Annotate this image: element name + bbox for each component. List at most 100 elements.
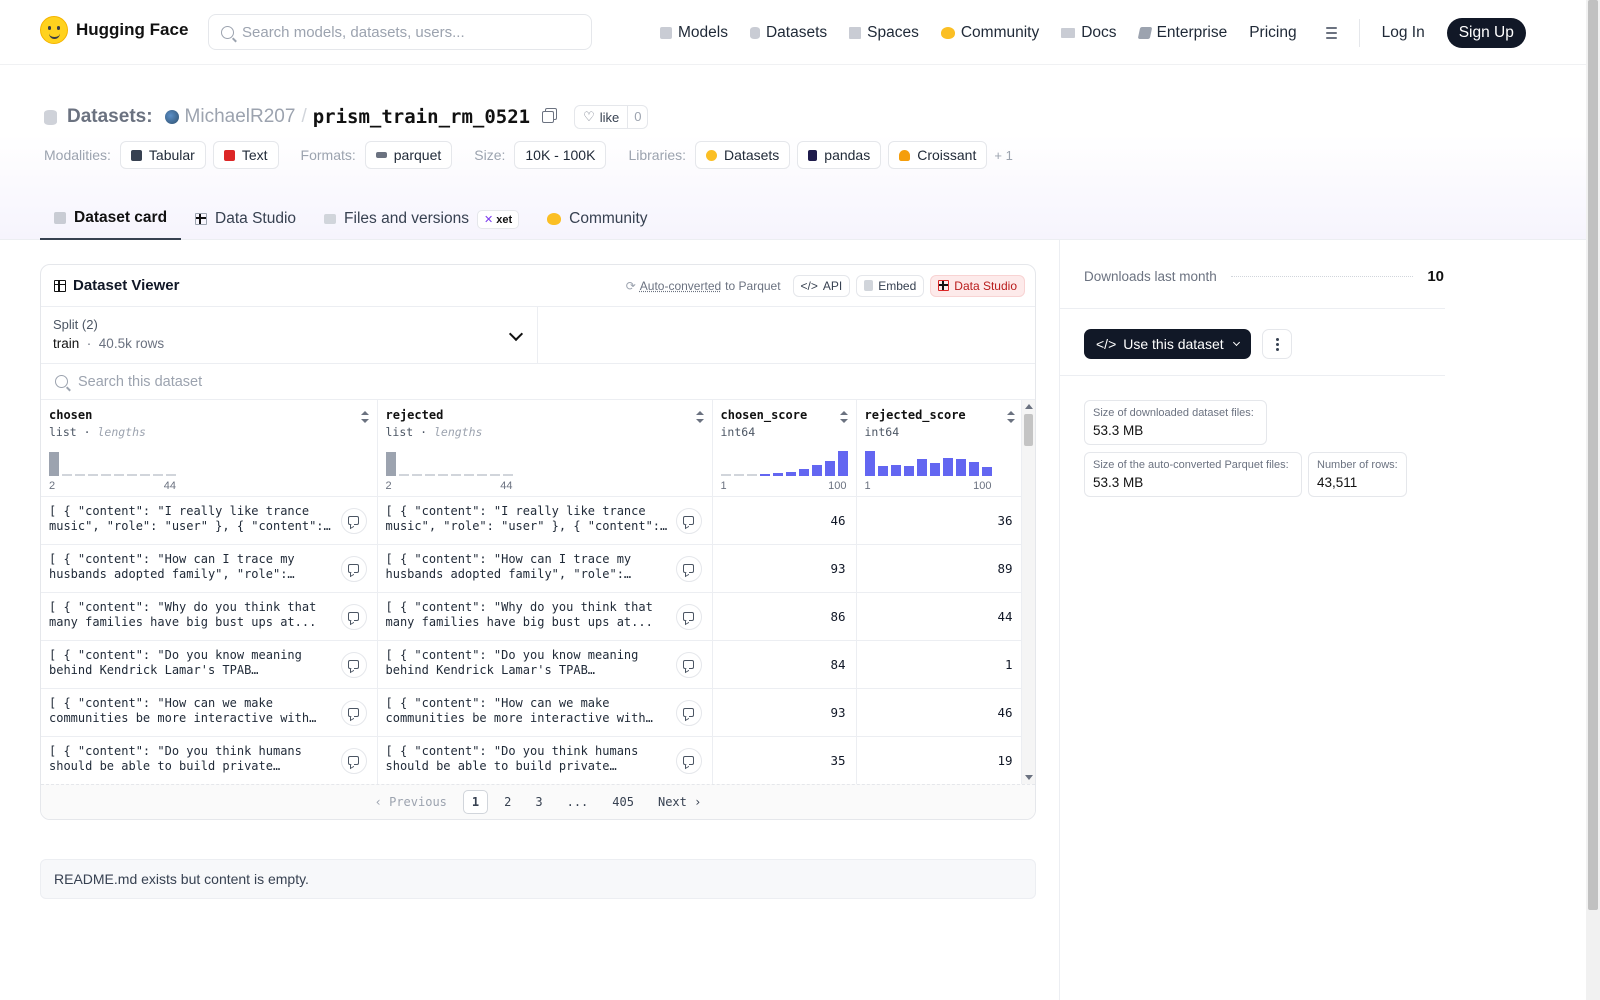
nav-docs[interactable]: Docs	[1061, 24, 1117, 42]
histogram-bar[interactable]	[62, 474, 72, 476]
cell-rejected-score[interactable]: 19	[856, 736, 1024, 784]
histogram-bar[interactable]	[746, 474, 757, 476]
cell-rejected[interactable]: [ { "content": "How can we make communit…	[377, 688, 713, 737]
chat-bubble-icon[interactable]	[340, 747, 367, 774]
histogram-bar[interactable]	[450, 474, 461, 476]
scroll-up-icon[interactable]	[1025, 404, 1033, 409]
page-1[interactable]: 1	[462, 790, 489, 814]
cell-rejected-score[interactable]: 1	[856, 640, 1024, 689]
tab-community[interactable]: Community	[533, 198, 661, 240]
table-scrollbar[interactable]	[1021, 400, 1035, 784]
cell-chosen-score[interactable]: 93	[712, 688, 857, 737]
cell-chosen[interactable]: [ { "content": "Why do you think that ma…	[41, 592, 378, 641]
chat-bubble-icon[interactable]	[675, 651, 702, 678]
data-studio-button[interactable]: Data Studio	[930, 274, 1025, 297]
histogram-bar[interactable]	[127, 474, 137, 476]
cell-rejected-score[interactable]: 36	[856, 496, 1024, 545]
histogram-bar[interactable]	[463, 474, 474, 476]
cell-chosen-score[interactable]: 46	[712, 496, 857, 545]
page-scrollbar[interactable]	[1586, 0, 1600, 1000]
cell-chosen-score[interactable]: 84	[712, 640, 857, 689]
table-row[interactable]: [ { "content": "Do you think humans shou…	[41, 736, 1024, 784]
use-dataset-button[interactable]: </> Use this dataset	[1084, 329, 1251, 359]
chat-bubble-icon[interactable]	[675, 555, 702, 582]
page-2[interactable]: 2	[504, 795, 512, 809]
prev-page-button[interactable]: ‹ Previous	[374, 795, 447, 809]
page-scroll-thumb[interactable]	[1588, 0, 1598, 910]
nav-datasets[interactable]: Datasets	[749, 24, 827, 42]
table-row[interactable]: [ { "content": "Why do you think that ma…	[41, 592, 1024, 641]
tab-dataset-card[interactable]: Dataset card	[40, 198, 182, 240]
dataset-search[interactable]	[41, 364, 1035, 400]
histogram-bar[interactable]	[153, 474, 163, 476]
cell-chosen[interactable]: [ { "content": "Do you think humans shou…	[41, 736, 378, 784]
signup-button[interactable]: Sign Up	[1446, 18, 1526, 48]
sort-icon[interactable]	[360, 411, 369, 423]
histogram-bar[interactable]	[166, 474, 176, 476]
histogram-bar[interactable]	[890, 464, 901, 476]
histogram-bar[interactable]	[968, 461, 979, 476]
histogram-bar[interactable]	[903, 465, 914, 476]
cell-rejected[interactable]: [ { "content": "I really like trance mus…	[377, 496, 713, 545]
histogram-bar[interactable]	[955, 458, 966, 476]
repo-owner[interactable]: MichaelR207	[184, 106, 296, 127]
more-menu-icon[interactable]	[1319, 27, 1337, 39]
copy-icon[interactable]	[542, 111, 555, 123]
tag-pandas[interactable]: pandas	[797, 141, 882, 169]
histogram-bar[interactable]	[942, 457, 953, 476]
chat-bubble-icon[interactable]	[340, 603, 367, 630]
histogram-bar[interactable]	[811, 464, 822, 476]
chat-bubble-icon[interactable]	[340, 651, 367, 678]
histogram-bar[interactable]	[49, 451, 59, 476]
table-row[interactable]: [ { "content": "How can we make communit…	[41, 688, 1024, 737]
dataset-search-input[interactable]	[78, 373, 478, 390]
chat-bubble-icon[interactable]	[675, 747, 702, 774]
cell-rejected[interactable]: [ { "content": "Why do you think that ma…	[377, 592, 713, 641]
repo-name[interactable]: prism_train_rm_0521	[312, 106, 531, 128]
api-button[interactable]: </> API	[792, 274, 851, 297]
histogram-bar[interactable]	[798, 468, 809, 476]
cell-chosen[interactable]: [ { "content": "How can I trace my husba…	[41, 544, 378, 593]
histogram-bar[interactable]	[502, 474, 513, 476]
histogram-bar[interactable]	[385, 451, 396, 476]
cell-chosen-score[interactable]: 86	[712, 592, 857, 641]
chat-bubble-icon[interactable]	[675, 507, 702, 534]
scroll-down-icon[interactable]	[1025, 775, 1033, 780]
tab-files[interactable]: Files and versions ✕ xet	[310, 198, 533, 240]
page-last[interactable]: 405	[612, 795, 634, 809]
cell-rejected[interactable]: [ { "content": "Do you think humans shou…	[377, 736, 713, 784]
cell-rejected-score[interactable]: 89	[856, 544, 1024, 593]
tag-parquet[interactable]: parquet	[364, 141, 453, 169]
more-libraries[interactable]: + 1	[994, 147, 1013, 163]
table-scroll-thumb[interactable]	[1024, 414, 1033, 446]
table-row[interactable]: [ { "content": "I really like trance mus…	[41, 496, 1024, 545]
next-page-button[interactable]: Next ›	[657, 795, 702, 809]
histogram-bar[interactable]	[824, 460, 835, 476]
chat-bubble-icon[interactable]	[340, 507, 367, 534]
histogram-bar[interactable]	[785, 471, 796, 476]
histogram-bar[interactable]	[916, 458, 927, 476]
column-header-chosen-score[interactable]: chosen_score int64 1 100	[712, 400, 857, 497]
column-header-rejected-score[interactable]: rejected_score int64 1 100	[856, 400, 1024, 497]
histogram-bar[interactable]	[733, 474, 744, 476]
global-search-input[interactable]	[242, 23, 572, 41]
repo-kind[interactable]: Datasets:	[67, 106, 153, 127]
tab-data-studio[interactable]: Data Studio	[181, 198, 310, 240]
table-row[interactable]: [ { "content": "Do you know meaning behi…	[41, 640, 1024, 689]
nav-spaces[interactable]: Spaces	[849, 24, 919, 42]
cell-chosen-score[interactable]: 93	[712, 544, 857, 593]
cell-chosen[interactable]: [ { "content": "How can we make communit…	[41, 688, 378, 737]
login-link[interactable]: Log In	[1381, 24, 1425, 41]
cell-rejected-score[interactable]: 46	[856, 688, 1024, 737]
sort-icon[interactable]	[839, 411, 848, 423]
auto-converted-link[interactable]: Auto-converted	[639, 278, 722, 293]
chat-bubble-icon[interactable]	[340, 555, 367, 582]
histogram-bar[interactable]	[114, 474, 124, 476]
nav-pricing[interactable]: Pricing	[1249, 24, 1296, 42]
column-header-chosen[interactable]: chosen list · lengths 2 44	[41, 400, 378, 497]
histogram-bar[interactable]	[720, 474, 731, 476]
chat-bubble-icon[interactable]	[675, 699, 702, 726]
histogram-bar[interactable]	[411, 474, 422, 476]
histogram-bar[interactable]	[489, 474, 500, 476]
column-header-rejected[interactable]: rejected list · lengths 2 44	[377, 400, 713, 497]
